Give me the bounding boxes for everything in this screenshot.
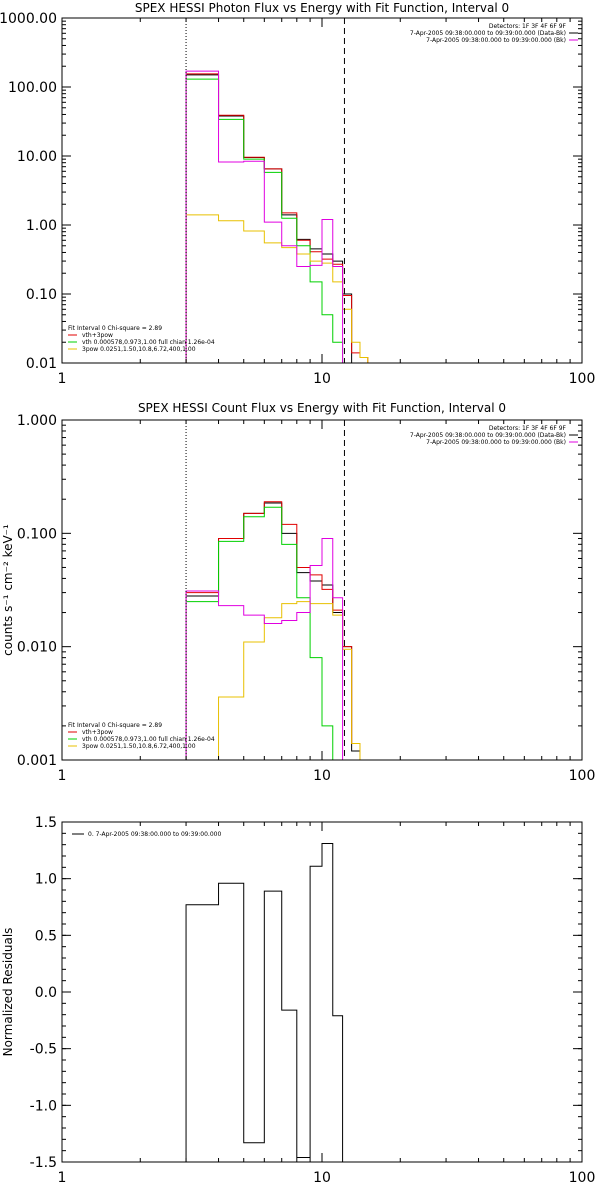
legend-label: 0. 7-Apr-2005 09:38:00.000 to 09:39:00.0… <box>88 831 221 838</box>
legend-label: 3pow 0.0251,1.50,10.8,6.72,400,1.00 <box>82 346 196 353</box>
y-tick-label: 0.010 <box>17 640 57 656</box>
y-axis-label: counts s⁻¹ cm⁻² keV⁻¹ <box>1 524 15 656</box>
series-group <box>185 70 369 363</box>
y-tick-label: 10.00 <box>17 149 57 165</box>
legend-label: vth+3pow <box>82 729 113 736</box>
y-tick-label: 0.01 <box>26 356 57 372</box>
legend-label: 3pow 0.0251,1.50,10.8,6.72,400,1.00 <box>82 743 196 750</box>
header-line: 7-Apr-2005 09:38:00.000 to 09:39:00.000 … <box>410 30 566 37</box>
header-line: 7-Apr-2005 09:38:00.000 to 09:39:00.000 … <box>426 439 566 446</box>
header-line: 7-Apr-2005 09:38:00.000 to 09:39:00.000 … <box>426 37 566 44</box>
chart-panel-3: 1 10 100 -1.5 -1.0 -0.5 0.0 0.5 1.0 1.5 Normalized… <box>1 815 595 1186</box>
chart-title: SPEX HESSI Photon Flux vs Energy with Fi… <box>135 1 509 15</box>
series-group <box>185 501 361 760</box>
series-group <box>185 843 344 1162</box>
legend-label: vth+3pow <box>82 332 113 339</box>
x-tick-label: 10 <box>313 1170 331 1186</box>
y-tick-label: 1.000 <box>17 413 57 429</box>
legend-title: Fit Interval 0 Chi-square = 2.89 <box>68 325 162 332</box>
x-tick-label: 1 <box>58 1170 67 1186</box>
y-tick-label: 1000.00 <box>0 11 57 27</box>
legend-title: Fit Interval 0 Chi-square = 2.89 <box>68 722 162 729</box>
series-line-5 <box>185 70 344 363</box>
series-line-1 <box>185 843 344 1162</box>
plot-frame <box>61 821 583 1163</box>
series-line-3 <box>185 78 344 363</box>
legend-label: vth 0.000578,0.973,1.00 full chian 1.26e… <box>82 339 215 346</box>
chart-title: SPEX HESSI Count Flux vs Energy with Fit… <box>138 401 506 415</box>
y-tick-label: -1.0 <box>30 1098 57 1114</box>
series-line-4 <box>185 214 369 363</box>
series-line-2 <box>185 73 369 363</box>
x-tick-label: 100 <box>569 1170 596 1186</box>
x-tick-label: 10 <box>313 371 331 387</box>
header-line: 7-Apr-2005 09:38:00.000 to 09:39:00.000 … <box>410 432 566 439</box>
series-line-5 <box>185 538 344 760</box>
x-tick-label: 10 <box>313 768 331 784</box>
y-tick-label: 0.10 <box>26 287 57 303</box>
series-line-4 <box>218 601 361 760</box>
y-tick-label: 0.001 <box>17 753 57 769</box>
header-line: Detectors: 1F 3F 4F 6F 9F <box>489 23 567 30</box>
x-tick-label: 100 <box>569 768 596 784</box>
y-tick-label: 1.0 <box>35 872 57 888</box>
chart-panel-2: SPEX HESSI Count Flux vs Energy with Fit… <box>1 401 596 784</box>
y-tick-label: -1.5 <box>30 1155 57 1171</box>
y-tick-label: 1.5 <box>35 815 57 831</box>
y-tick-label: 100.00 <box>8 80 57 96</box>
x-tick-label: 1 <box>58 371 67 387</box>
x-tick-label: 100 <box>569 371 596 387</box>
y-tick-label: 0.100 <box>17 526 57 542</box>
series-line-3 <box>185 506 334 760</box>
x-tick-label: 1 <box>58 768 67 784</box>
y-tick-label: -0.5 <box>30 1042 57 1058</box>
y-axis-label: Normalized Residuals <box>1 928 15 1057</box>
y-tick-label: 0.5 <box>35 928 57 944</box>
y-tick-label: 1.00 <box>26 218 57 234</box>
header-line: Detectors: 1F 3F 4F 6F 9F <box>489 425 567 432</box>
y-tick-label: 0.0 <box>35 985 57 1001</box>
series-line-1 <box>185 74 353 363</box>
legend-label: vth 0.000578,0.973,1.00 full chian 1.26e… <box>82 736 215 743</box>
chart-panel-1: SPEX HESSI Photon Flux vs Energy with Fi… <box>0 1 596 387</box>
